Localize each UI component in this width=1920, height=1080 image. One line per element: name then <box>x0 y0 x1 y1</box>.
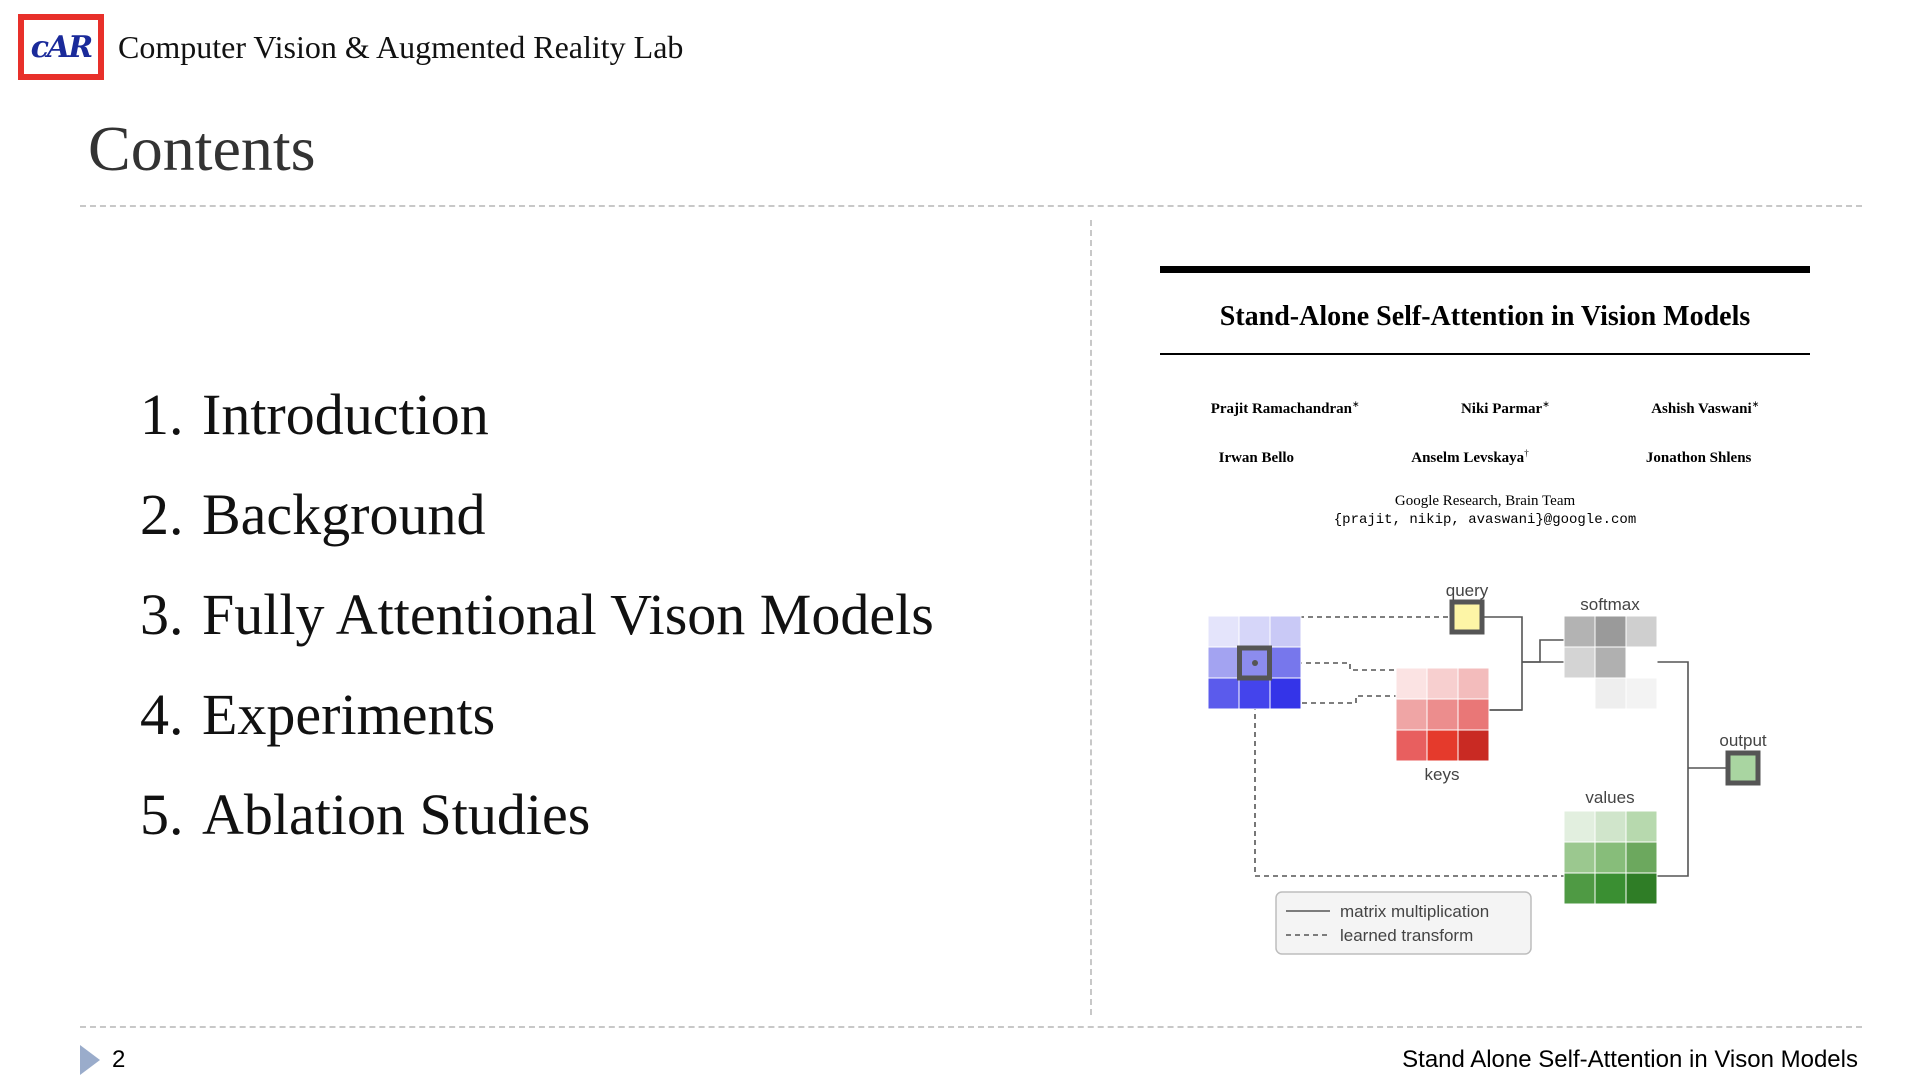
query-label: query <box>1446 581 1489 600</box>
values-grid-cell <box>1594 810 1627 843</box>
input-grid-cell <box>1269 677 1302 710</box>
input-focus-box <box>1237 645 1272 681</box>
keys-grid-cell <box>1395 729 1428 762</box>
keys-grid-cell <box>1395 698 1428 731</box>
slide-title: Contents <box>88 113 316 184</box>
query-keys-line <box>1484 616 1523 711</box>
contents-item: 5. Ablation Studies <box>140 776 934 876</box>
author: Prajit Ramachandran∗ <box>1210 399 1360 417</box>
input-grid-cell <box>1269 646 1302 679</box>
input-focus-dot <box>1252 660 1258 666</box>
keys-transform-line <box>1270 662 1396 671</box>
item-label: Background <box>202 482 486 547</box>
keys-grid-cell <box>1457 667 1490 700</box>
lab-name: Computer Vision & Augmented Reality Lab <box>118 28 684 65</box>
author: Irwan Bello <box>1218 450 1295 466</box>
values-label: values <box>1585 788 1634 807</box>
attention-diagram: query softmax keys values output matrix multi… <box>1200 580 1820 960</box>
paper-title: Stand-Alone Self-Attention in Vision Mod… <box>1219 301 1751 332</box>
footer-title: Stand Alone Self-Attention in Vison Mode… <box>1402 1046 1858 1073</box>
author: Anselm Levskaya† <box>1411 448 1529 466</box>
page-arrow-icon <box>80 1045 100 1075</box>
item-number: 2. <box>140 482 184 547</box>
title-divider <box>80 205 1862 207</box>
values-grid-cell <box>1625 810 1658 843</box>
author: Niki Parmar∗ <box>1460 399 1550 417</box>
values-grid-cell <box>1594 872 1627 905</box>
lab-logo: cAR <box>18 14 104 80</box>
values-grid-cell <box>1625 872 1658 905</box>
paper-authors: Prajit Ramachandran∗ Niki Parmar∗ Ashish… <box>1160 399 1810 467</box>
slide-header: cAR Computer Vision & Augmented Reality … <box>18 14 683 80</box>
keys-grid-cell <box>1426 698 1459 731</box>
values-grid-cell <box>1594 841 1627 874</box>
author-row: Irwan Bello Anselm Levskaya† Jonathon Sh… <box>1160 448 1810 467</box>
keys-grid-cell <box>1426 729 1459 762</box>
item-number: 4. <box>140 682 184 747</box>
item-label: Experiments <box>202 682 496 747</box>
item-label: Introduction <box>202 382 489 447</box>
softmax-grid-cell <box>1594 646 1627 679</box>
paper-affiliation: Google Research, Brain Team <box>1394 493 1576 509</box>
item-number: 3. <box>140 582 184 647</box>
item-number: 5. <box>140 782 184 847</box>
values-grid-cell <box>1625 841 1658 874</box>
keys-grid-cell <box>1457 698 1490 731</box>
keys-grid-cell <box>1426 667 1459 700</box>
legend-dashed-label: learned transform <box>1340 926 1473 945</box>
contents-item: 4. Experiments <box>140 676 934 776</box>
page-marker: 2 <box>80 1045 125 1075</box>
item-label: Fully Attentional Vison Models <box>202 582 934 647</box>
softmax-grid-cell <box>1594 677 1627 710</box>
keys-transform-line-lower <box>1254 678 1396 704</box>
contents-item: 1. Introduction <box>140 376 934 476</box>
footer-divider <box>80 1026 1862 1028</box>
softmax-grid-cell <box>1625 677 1658 710</box>
softmax-grid-cell <box>1625 615 1658 648</box>
attention-diagram-svg: query softmax keys values output matrix multi… <box>1207 581 1767 955</box>
values-transform-line <box>1254 678 1564 877</box>
output-label: output <box>1719 731 1767 750</box>
values-grid-cell <box>1563 872 1596 905</box>
contents-item: 2. Background <box>140 476 934 576</box>
keys-label: keys <box>1425 765 1460 784</box>
author-row: Prajit Ramachandran∗ Niki Parmar∗ Ashish… <box>1160 399 1810 418</box>
output-box <box>1725 750 1761 786</box>
legend-box <box>1275 891 1532 955</box>
input-grid-cell <box>1238 615 1271 648</box>
input-grid-cell <box>1238 677 1271 710</box>
input-grid-cell <box>1207 615 1240 648</box>
paper-top-rule <box>1160 266 1810 273</box>
input-grid-cell <box>1207 646 1240 679</box>
column-divider <box>1090 220 1092 1015</box>
softmax-grid-cell <box>1563 615 1596 648</box>
legend-solid-label: matrix multiplication <box>1340 902 1489 921</box>
softmax-grid-cell <box>1625 646 1658 679</box>
softmax-values-line <box>1657 661 1689 877</box>
query-box <box>1449 599 1485 635</box>
contents-item: 3. Fully Attentional Vison Models <box>140 576 934 676</box>
paper-header-image: Stand-Alone Self-Attention in Vision Mod… <box>1160 266 1810 528</box>
logo-text: cAR <box>30 29 94 65</box>
paper-emails: {prajit, nikip, avaswani}@google.com <box>1333 512 1637 528</box>
softmax-grid-cell <box>1594 615 1627 648</box>
values-grid-cell <box>1563 810 1596 843</box>
softmax-grid-cell <box>1563 646 1596 679</box>
softmax-grid-cell <box>1563 677 1596 710</box>
author: Jonathon Shlens <box>1645 450 1752 466</box>
input-grid-cell <box>1269 615 1302 648</box>
softmax-label: softmax <box>1580 595 1640 614</box>
paper-title-rule <box>1160 353 1810 355</box>
input-grid-cell <box>1207 677 1240 710</box>
keys-grid-cell <box>1457 729 1490 762</box>
values-grid-cell <box>1563 841 1596 874</box>
author: Ashish Vaswani∗ <box>1651 399 1760 417</box>
item-label: Ablation Studies <box>202 782 591 847</box>
item-number: 1. <box>140 382 184 447</box>
softmax-input-line <box>1522 639 1564 663</box>
keys-grid-cell <box>1395 667 1428 700</box>
contents-list: 1. Introduction 2. Background 3. Fully Atte… <box>140 376 934 876</box>
page-number: 2 <box>112 1046 126 1073</box>
